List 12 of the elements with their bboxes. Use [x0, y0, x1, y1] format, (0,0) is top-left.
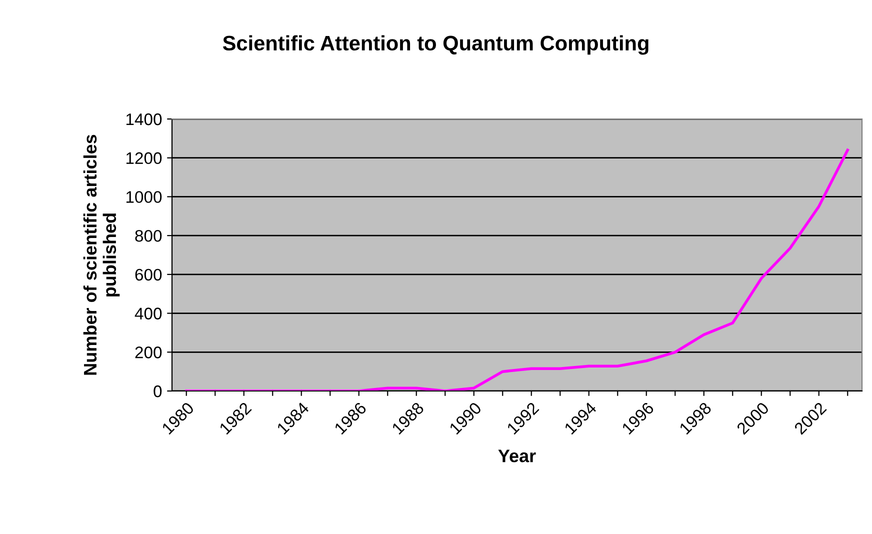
y-tick-label: 1200: [126, 152, 162, 164]
y-tick-label: 1400: [126, 113, 162, 126]
chart-title: Scientific Attention to Quantum Computing: [222, 35, 648, 55]
y-tick-label: 600: [135, 268, 162, 281]
y-tick-label: 400: [134, 308, 162, 320]
y-tick-label: 200: [135, 346, 162, 358]
y-tick-label: 1000: [126, 191, 162, 203]
y-tick-label: 0: [154, 385, 162, 398]
y-tick-label: 800: [135, 230, 162, 242]
y-axis-title: Number of scientific articles published: [83, 134, 120, 375]
line-series: [184, 148, 850, 391]
x-axis-title: Year: [498, 450, 536, 462]
